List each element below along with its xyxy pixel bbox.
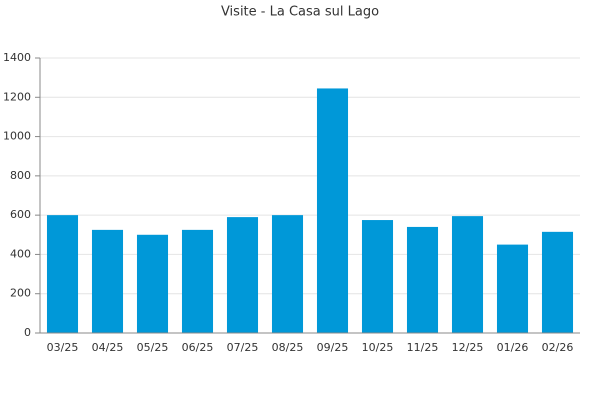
x-tick-label: 02/26: [542, 341, 574, 354]
bar: [361, 220, 394, 333]
y-tick-label: 0: [24, 326, 31, 339]
bar: [91, 229, 124, 333]
bar: [46, 215, 79, 333]
x-tick-label: 05/25: [137, 341, 169, 354]
bar: [406, 226, 439, 333]
chart-title: Visite - La Casa sul Lago: [221, 5, 379, 20]
y-tick-label: 800: [10, 169, 31, 182]
x-tick-label: 04/25: [92, 341, 124, 354]
bar: [181, 229, 214, 333]
bar: [496, 244, 529, 333]
y-tick-label: 1400: [3, 51, 31, 64]
y-tick-label: 1000: [3, 130, 31, 143]
y-tick-label: 1200: [3, 90, 31, 103]
bar: [541, 231, 574, 333]
x-tick-label: 07/25: [227, 341, 259, 354]
x-tick-label: 11/25: [407, 341, 439, 354]
bar: [136, 234, 169, 333]
y-tick-label: 200: [10, 287, 31, 300]
x-tick-label: 06/25: [182, 341, 214, 354]
y-tick-label: 600: [10, 208, 31, 221]
bar: [271, 215, 304, 333]
x-tick-label: 09/25: [317, 341, 349, 354]
x-tick-label: 03/25: [47, 341, 79, 354]
bar: [451, 216, 484, 333]
bar: [226, 217, 259, 333]
x-tick-label: 01/26: [497, 341, 529, 354]
bar: [316, 88, 349, 333]
x-tick-label: 08/25: [272, 341, 304, 354]
x-tick-label: 10/25: [362, 341, 394, 354]
x-tick-label: 12/25: [452, 341, 484, 354]
y-tick-label: 400: [10, 247, 31, 260]
